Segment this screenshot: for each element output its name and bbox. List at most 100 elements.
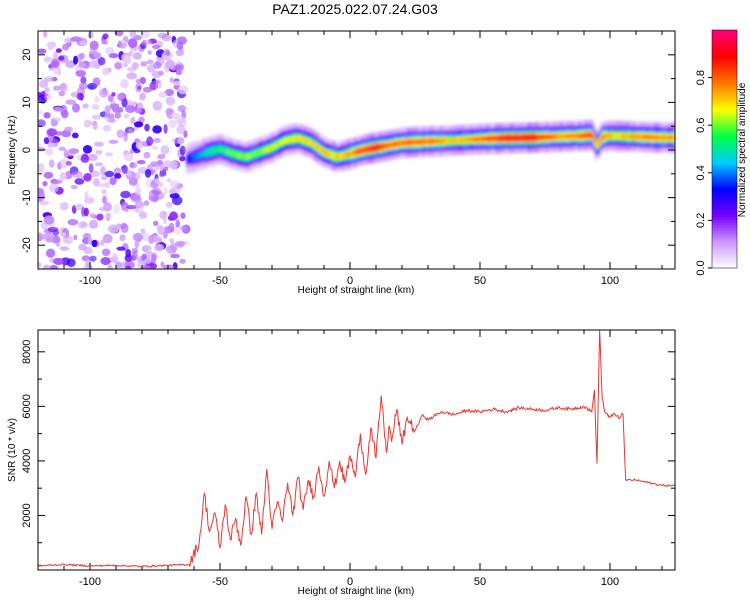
noise-blob bbox=[162, 160, 173, 169]
colorbar-band bbox=[712, 166, 737, 170]
noise-blob bbox=[43, 31, 48, 38]
ridge-cell bbox=[216, 147, 218, 153]
ridge-cell bbox=[291, 136, 294, 142]
noise-blob bbox=[128, 177, 138, 186]
ridge-cell bbox=[561, 134, 564, 139]
ridge-cell bbox=[543, 134, 546, 140]
noise-blob bbox=[134, 239, 140, 249]
noise-blob bbox=[94, 96, 100, 103]
y-tick-label: 10 bbox=[21, 96, 33, 108]
colorbar-band bbox=[712, 53, 737, 57]
noise-blob bbox=[153, 235, 163, 244]
snr-ticks: -100 -50 0 50 100 2000 4000 6000 8000 bbox=[21, 330, 675, 588]
ridge-cell bbox=[343, 152, 346, 158]
ridge-cell bbox=[417, 139, 420, 145]
noise-blob bbox=[163, 231, 168, 239]
noise-blob bbox=[129, 162, 138, 169]
ridge-cell bbox=[563, 134, 565, 139]
colorbar-band bbox=[712, 93, 737, 97]
ridge-cell bbox=[218, 146, 221, 152]
ridge-cell bbox=[659, 135, 662, 140]
noise-blob bbox=[53, 117, 61, 122]
noise-blob bbox=[38, 119, 46, 128]
ridge-cell bbox=[551, 134, 554, 140]
ridge-cell bbox=[192, 154, 195, 160]
noise-blob bbox=[102, 195, 107, 204]
ridge-cell bbox=[613, 133, 616, 139]
ridge-cell bbox=[547, 134, 550, 140]
ridge-cell bbox=[273, 144, 275, 149]
x-tick-label: -50 bbox=[212, 275, 228, 287]
colorbar-band bbox=[712, 59, 737, 63]
ridge-cell bbox=[308, 139, 311, 145]
noise-blob bbox=[38, 233, 43, 242]
ridge-cell bbox=[589, 132, 591, 138]
noise-blob bbox=[144, 39, 152, 46]
noise-blob bbox=[49, 182, 59, 193]
ridge-cell bbox=[520, 135, 522, 141]
ridge-cell bbox=[335, 154, 338, 160]
ridge-cell bbox=[650, 134, 652, 140]
colorbar-band bbox=[712, 105, 737, 108]
noise-blob bbox=[38, 110, 44, 115]
noise-blob bbox=[93, 51, 102, 60]
noise-blob bbox=[179, 156, 186, 162]
noise-blob bbox=[107, 264, 113, 269]
noise-blob bbox=[44, 92, 52, 101]
ridge-cell bbox=[370, 146, 373, 151]
spectrogram-ylabel: Frequency (Hz) bbox=[7, 116, 18, 185]
ridge-cell bbox=[537, 135, 539, 140]
noise-blob bbox=[47, 226, 59, 233]
ridge-cell bbox=[646, 134, 649, 140]
noise-blob bbox=[125, 265, 131, 269]
noise-blob bbox=[89, 213, 96, 218]
noise-blob bbox=[59, 172, 67, 181]
ridge-cell bbox=[190, 155, 192, 161]
ridge-cell bbox=[457, 137, 460, 143]
ridge-cell bbox=[573, 133, 576, 139]
y-tick-label: 0 bbox=[21, 147, 33, 153]
ridge-cell bbox=[663, 135, 665, 140]
noise-blob bbox=[92, 120, 98, 130]
colorbar-band bbox=[712, 180, 737, 184]
colorbar-band bbox=[712, 246, 737, 249]
ridge-cell bbox=[317, 145, 320, 151]
ridge-cell bbox=[511, 135, 513, 141]
noise-blob bbox=[68, 148, 80, 154]
ridge-cell bbox=[327, 151, 330, 157]
noise-blob bbox=[130, 116, 136, 125]
noise-blob bbox=[135, 186, 142, 197]
noise-blob bbox=[154, 244, 164, 252]
ridge-cell bbox=[470, 137, 473, 142]
noise-blob bbox=[101, 67, 110, 76]
ridge-cell bbox=[481, 136, 483, 142]
ridge-cell bbox=[407, 140, 409, 145]
ridge-cell bbox=[642, 134, 645, 140]
noise-blob bbox=[170, 112, 180, 120]
ridge-cell bbox=[477, 136, 480, 142]
ridge-cell bbox=[469, 137, 472, 142]
noise-blob bbox=[169, 180, 179, 188]
noise-blob bbox=[70, 184, 79, 190]
colorbar-band bbox=[712, 228, 737, 231]
noise-blob bbox=[151, 254, 157, 264]
ridge-cell bbox=[255, 151, 257, 156]
ridge-cell bbox=[350, 151, 352, 156]
noise-blob bbox=[65, 161, 72, 166]
ridge-cell bbox=[195, 154, 197, 159]
ridge-cell bbox=[480, 136, 482, 142]
ridge-cell bbox=[572, 133, 574, 139]
noise-blob bbox=[50, 58, 61, 69]
noise-blob bbox=[44, 57, 55, 62]
ridge-cell bbox=[213, 148, 216, 153]
noise-blob bbox=[157, 159, 163, 166]
noise-blob bbox=[170, 253, 180, 259]
colorbar-band bbox=[712, 222, 737, 225]
colorbar-band bbox=[712, 240, 737, 243]
ridge-cell bbox=[662, 135, 664, 140]
ridge-cell bbox=[364, 147, 366, 153]
noise-blob bbox=[122, 55, 131, 66]
ridge-cell bbox=[214, 147, 217, 153]
ridge-cell bbox=[668, 135, 671, 140]
